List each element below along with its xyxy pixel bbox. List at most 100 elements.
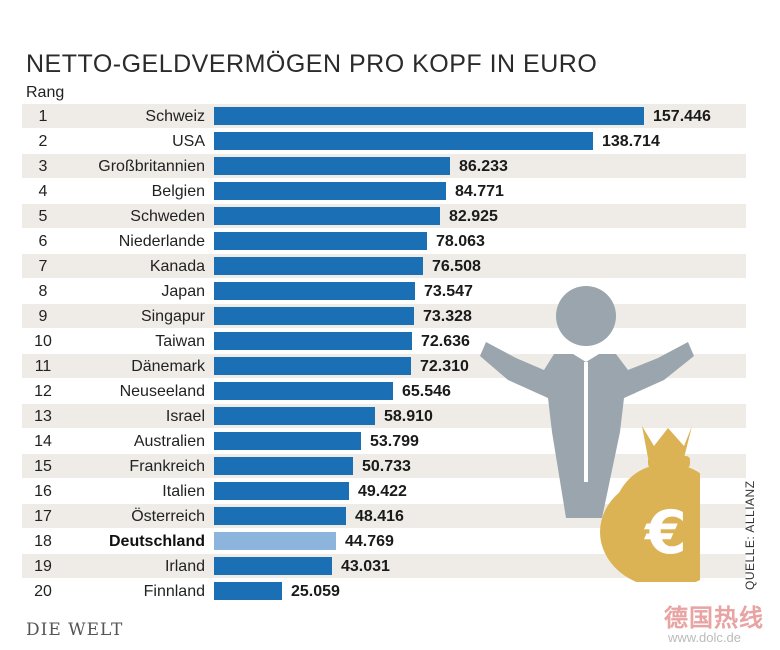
country-label: Australien [133, 433, 205, 450]
publisher-logo: DIE WELT [26, 620, 124, 640]
chart-row: 8 Japan 73.547 [22, 279, 746, 303]
bar [214, 407, 375, 425]
rank-label: 3 [38, 158, 48, 175]
rank-label: 16 [34, 483, 52, 500]
rank-label: 8 [38, 283, 48, 300]
euro-moneybag-icon [600, 426, 700, 582]
chart-row: 14 Australien 53.799 [22, 429, 746, 453]
bar [214, 107, 644, 125]
country-label: Finnland [143, 583, 205, 600]
rank-label: 6 [38, 233, 48, 250]
rank-column-label: Rang [26, 84, 65, 101]
chart-row: 7 Kanada 76.508 [22, 254, 746, 278]
value-label: 48.416 [355, 508, 404, 525]
bar [214, 332, 412, 350]
value-label: 49.422 [358, 483, 407, 500]
value-label: 73.547 [424, 283, 473, 300]
country-label: USA [172, 133, 205, 150]
chart-title: NETTO-GELDVERMÖGEN PRO KOPF IN EURO [26, 50, 598, 78]
value-label: 76.508 [432, 258, 481, 275]
value-label: 86.233 [459, 158, 508, 175]
person-moneybag-illustration: € [480, 286, 700, 582]
bar [214, 207, 440, 225]
chart-row: 13 Israel 58.910 [22, 404, 746, 428]
country-label: Niederlande [118, 233, 205, 250]
bar [214, 282, 415, 300]
chart-row: 10 Taiwan 72.636 [22, 329, 746, 353]
country-label: Singapur [140, 308, 205, 325]
rank-label: 2 [38, 133, 48, 150]
bar [214, 157, 450, 175]
value-label: 72.636 [421, 333, 470, 350]
value-label: 84.771 [455, 183, 504, 200]
country-label: Japan [161, 283, 205, 300]
chart-row: 6 Niederlande 78.063 [22, 229, 746, 253]
rank-label: 12 [34, 383, 52, 400]
rank-label: 17 [34, 508, 52, 525]
rank-label: 4 [38, 183, 48, 200]
value-label: 73.328 [423, 308, 472, 325]
value-label: 72.310 [420, 358, 469, 375]
chart-row: 2 USA 138.714 [22, 129, 746, 153]
value-label: 25.059 [291, 583, 340, 600]
value-label: 50.733 [362, 458, 411, 475]
rank-label: 9 [38, 308, 48, 325]
value-label: 78.063 [436, 233, 485, 250]
country-label: Taiwan [155, 333, 205, 350]
rank-label: 11 [34, 358, 52, 375]
chart-row: 20 Finnland 25.059 [22, 579, 746, 603]
chart-row: 1 Schweiz 157.446 [22, 104, 746, 128]
bar [214, 182, 446, 200]
country-label: Neuseeland [119, 383, 205, 400]
rank-label: 19 [34, 558, 52, 575]
bar [214, 132, 593, 150]
rank-label: 18 [34, 533, 52, 550]
chart-row: 16 Italien 49.422 [22, 479, 746, 503]
rank-label: 1 [38, 108, 48, 125]
value-label: 157.446 [653, 108, 711, 125]
rank-label: 14 [34, 433, 52, 450]
value-label: 44.769 [345, 533, 394, 550]
chart-row: 18 Deutschland 44.769 [22, 529, 746, 553]
euro-symbol-icon: € [643, 498, 687, 568]
bar [214, 257, 423, 275]
country-label: Israel [165, 408, 205, 425]
rank-label: 7 [38, 258, 48, 275]
shirt-line [584, 362, 588, 482]
country-label: Irland [164, 558, 205, 575]
chart-row: 15 Frankreich 50.733 [22, 454, 746, 478]
country-label: Schweiz [145, 108, 205, 125]
source-note: QUELLE: ALLIANZ [743, 480, 757, 590]
bar [214, 432, 361, 450]
rank-label: 10 [34, 333, 52, 350]
bar [214, 232, 427, 250]
country-label: Belgien [151, 183, 205, 200]
rank-label: 5 [38, 208, 48, 225]
country-label: Großbritannien [98, 158, 205, 175]
chart-row: 5 Schweden 82.925 [22, 204, 746, 228]
bar [214, 557, 332, 575]
rank-label: 20 [34, 583, 52, 600]
watermark-text: 德国热线 [664, 605, 764, 632]
rank-label: 15 [34, 458, 52, 475]
bar [214, 382, 393, 400]
chart-row: 12 Neuseeland 65.546 [22, 379, 746, 403]
value-label: 82.925 [449, 208, 498, 225]
bar [214, 482, 349, 500]
country-label: Schweden [130, 208, 205, 225]
value-label: 138.714 [602, 133, 660, 150]
shirt-collar [573, 354, 599, 362]
bar [214, 582, 282, 600]
chart-row: 4 Belgien 84.771 [22, 179, 746, 203]
country-label: Frankreich [129, 458, 205, 475]
country-label: Kanada [149, 258, 205, 275]
country-label: Dänemark [131, 358, 205, 375]
rank-label: 13 [34, 408, 52, 425]
bar [214, 307, 414, 325]
value-label: 65.546 [402, 383, 451, 400]
bar [214, 357, 411, 375]
value-label: 58.910 [384, 408, 433, 425]
bar [214, 507, 346, 525]
bar [214, 532, 336, 550]
country-label: Italien [162, 483, 205, 500]
